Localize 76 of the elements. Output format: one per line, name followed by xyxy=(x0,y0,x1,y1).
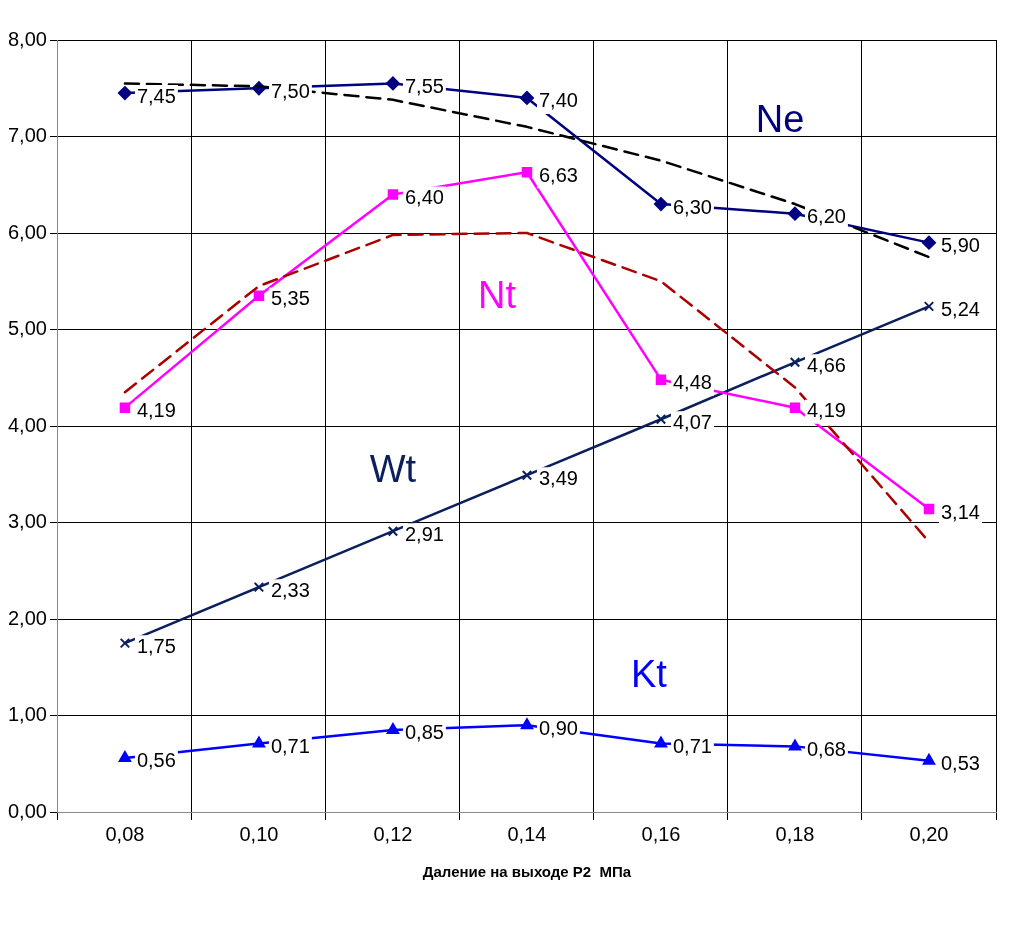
x-tick-label: 0,10 xyxy=(239,822,279,845)
data-label: 1,75 xyxy=(136,634,176,657)
point xyxy=(252,736,266,748)
point xyxy=(387,525,399,537)
data-label: 4,66 xyxy=(806,353,846,376)
data-label: 6,20 xyxy=(806,205,846,228)
data-label: 0,71 xyxy=(672,735,712,757)
series-label: Ne xyxy=(755,98,805,141)
y-tick-label: 5,00 xyxy=(7,317,47,340)
data-label: 5,24 xyxy=(940,297,980,320)
y-tick-label: 1,00 xyxy=(7,703,47,726)
x-tick-label: 0,18 xyxy=(775,822,815,845)
data-label: 3,49 xyxy=(538,466,578,489)
y-tick-label: 4,00 xyxy=(7,413,47,436)
data-label: 6,30 xyxy=(672,195,712,218)
point xyxy=(788,739,802,751)
data-label: 0,71 xyxy=(270,735,310,757)
data-label: 0,56 xyxy=(136,749,176,772)
point xyxy=(521,469,533,481)
point xyxy=(923,503,935,515)
data-label: 0,68 xyxy=(806,737,846,760)
point xyxy=(117,86,132,101)
data-label: 0,85 xyxy=(404,721,444,744)
point xyxy=(519,90,534,105)
data-label: 4,19 xyxy=(136,399,176,422)
point xyxy=(655,414,667,425)
point xyxy=(923,301,935,312)
point xyxy=(787,206,802,221)
data-label: 2,33 xyxy=(270,578,310,601)
point xyxy=(789,402,801,413)
data-label: 4,19 xyxy=(806,399,846,422)
data-label: 7,55 xyxy=(404,74,444,97)
point xyxy=(520,718,534,730)
x-tick-label: 0,08 xyxy=(105,822,145,845)
point xyxy=(253,581,265,593)
data-label: 7,40 xyxy=(538,89,578,112)
point xyxy=(521,166,533,178)
data-label: 6,40 xyxy=(404,185,444,208)
x-axis-title: Даление на выходе Р2 МПа xyxy=(422,863,632,881)
y-tick-label: 3,00 xyxy=(7,510,47,533)
series-label: Kt xyxy=(631,652,668,695)
point xyxy=(387,189,399,200)
point xyxy=(253,290,265,301)
data-label: 5,35 xyxy=(270,287,310,310)
y-tick-label: 2,00 xyxy=(7,606,47,629)
x-tick-label: 0,20 xyxy=(909,822,949,845)
point xyxy=(655,374,667,385)
data-label: 4,48 xyxy=(672,371,712,394)
data-label: 3,14 xyxy=(940,500,980,523)
data-label: 6,63 xyxy=(538,163,578,186)
point xyxy=(789,357,801,368)
point xyxy=(385,76,400,91)
data-label: 2,91 xyxy=(404,522,444,545)
y-tick-label: 8,00 xyxy=(7,27,47,50)
point xyxy=(922,753,936,765)
point xyxy=(386,722,400,734)
point xyxy=(922,235,936,250)
series-label: Nt xyxy=(477,273,517,316)
point xyxy=(118,750,132,762)
data-label: 7,50 xyxy=(270,79,310,102)
point xyxy=(654,736,668,748)
y-tick-label: 7,00 xyxy=(7,124,47,147)
series-label: Wt xyxy=(369,447,417,490)
data-label: 4,07 xyxy=(672,410,712,433)
data-label: 0,90 xyxy=(538,716,578,739)
x-tick-label: 0,14 xyxy=(507,822,547,845)
data-label: 7,45 xyxy=(136,84,176,107)
point xyxy=(119,402,131,413)
x-tick-label: 0,12 xyxy=(373,822,413,845)
data-label: 0,53 xyxy=(940,752,980,775)
data-label: 5,90 xyxy=(940,234,980,257)
x-tick-label: 0,16 xyxy=(641,822,681,845)
y-tick-label: 0,00 xyxy=(7,799,47,822)
point xyxy=(119,637,131,649)
point xyxy=(653,197,668,212)
y-tick-label: 6,00 xyxy=(7,220,47,243)
